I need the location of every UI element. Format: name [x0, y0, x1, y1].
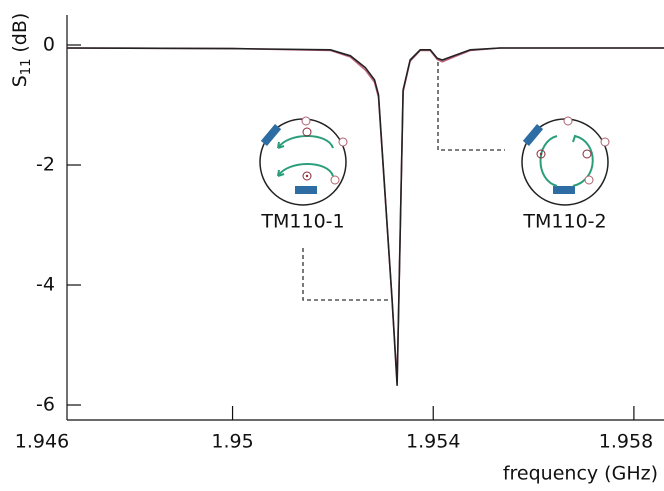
y-label-symbol: S	[9, 75, 31, 87]
leader-line	[437, 62, 505, 151]
y-tick-label: -4	[36, 274, 55, 296]
x-tick-label: 1.954	[406, 431, 460, 453]
y-axis-label: S11 (dB)	[9, 13, 34, 88]
x-tick-label: 1.946	[15, 431, 69, 453]
y-label-unit: (dB)	[9, 13, 31, 53]
y-tick-label: -2	[36, 154, 55, 176]
mode-diagram	[521, 116, 610, 206]
x-tick-label: 1.958	[599, 431, 653, 453]
y-tick-label: 0	[43, 34, 55, 56]
y-label-subscript: 11	[19, 59, 34, 76]
x-tick-label: 1.95	[211, 431, 253, 453]
data-line	[66, 47, 664, 386]
mode-diagram	[259, 116, 348, 206]
y-tick-label: -6	[36, 394, 55, 416]
annotation: TM110-1	[260, 211, 344, 233]
leader-line	[302, 248, 390, 301]
annotation: TM110-2	[522, 211, 606, 233]
x-axis-label: frequency (GHz)	[503, 463, 658, 485]
